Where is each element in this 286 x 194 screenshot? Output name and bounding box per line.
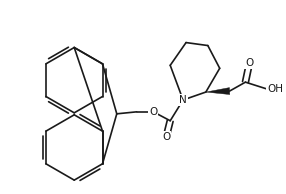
Text: O: O xyxy=(245,58,253,68)
Text: O: O xyxy=(149,107,158,117)
Text: O: O xyxy=(162,132,170,142)
Text: OH: OH xyxy=(267,84,283,94)
Text: N: N xyxy=(179,95,187,105)
Polygon shape xyxy=(206,88,230,94)
